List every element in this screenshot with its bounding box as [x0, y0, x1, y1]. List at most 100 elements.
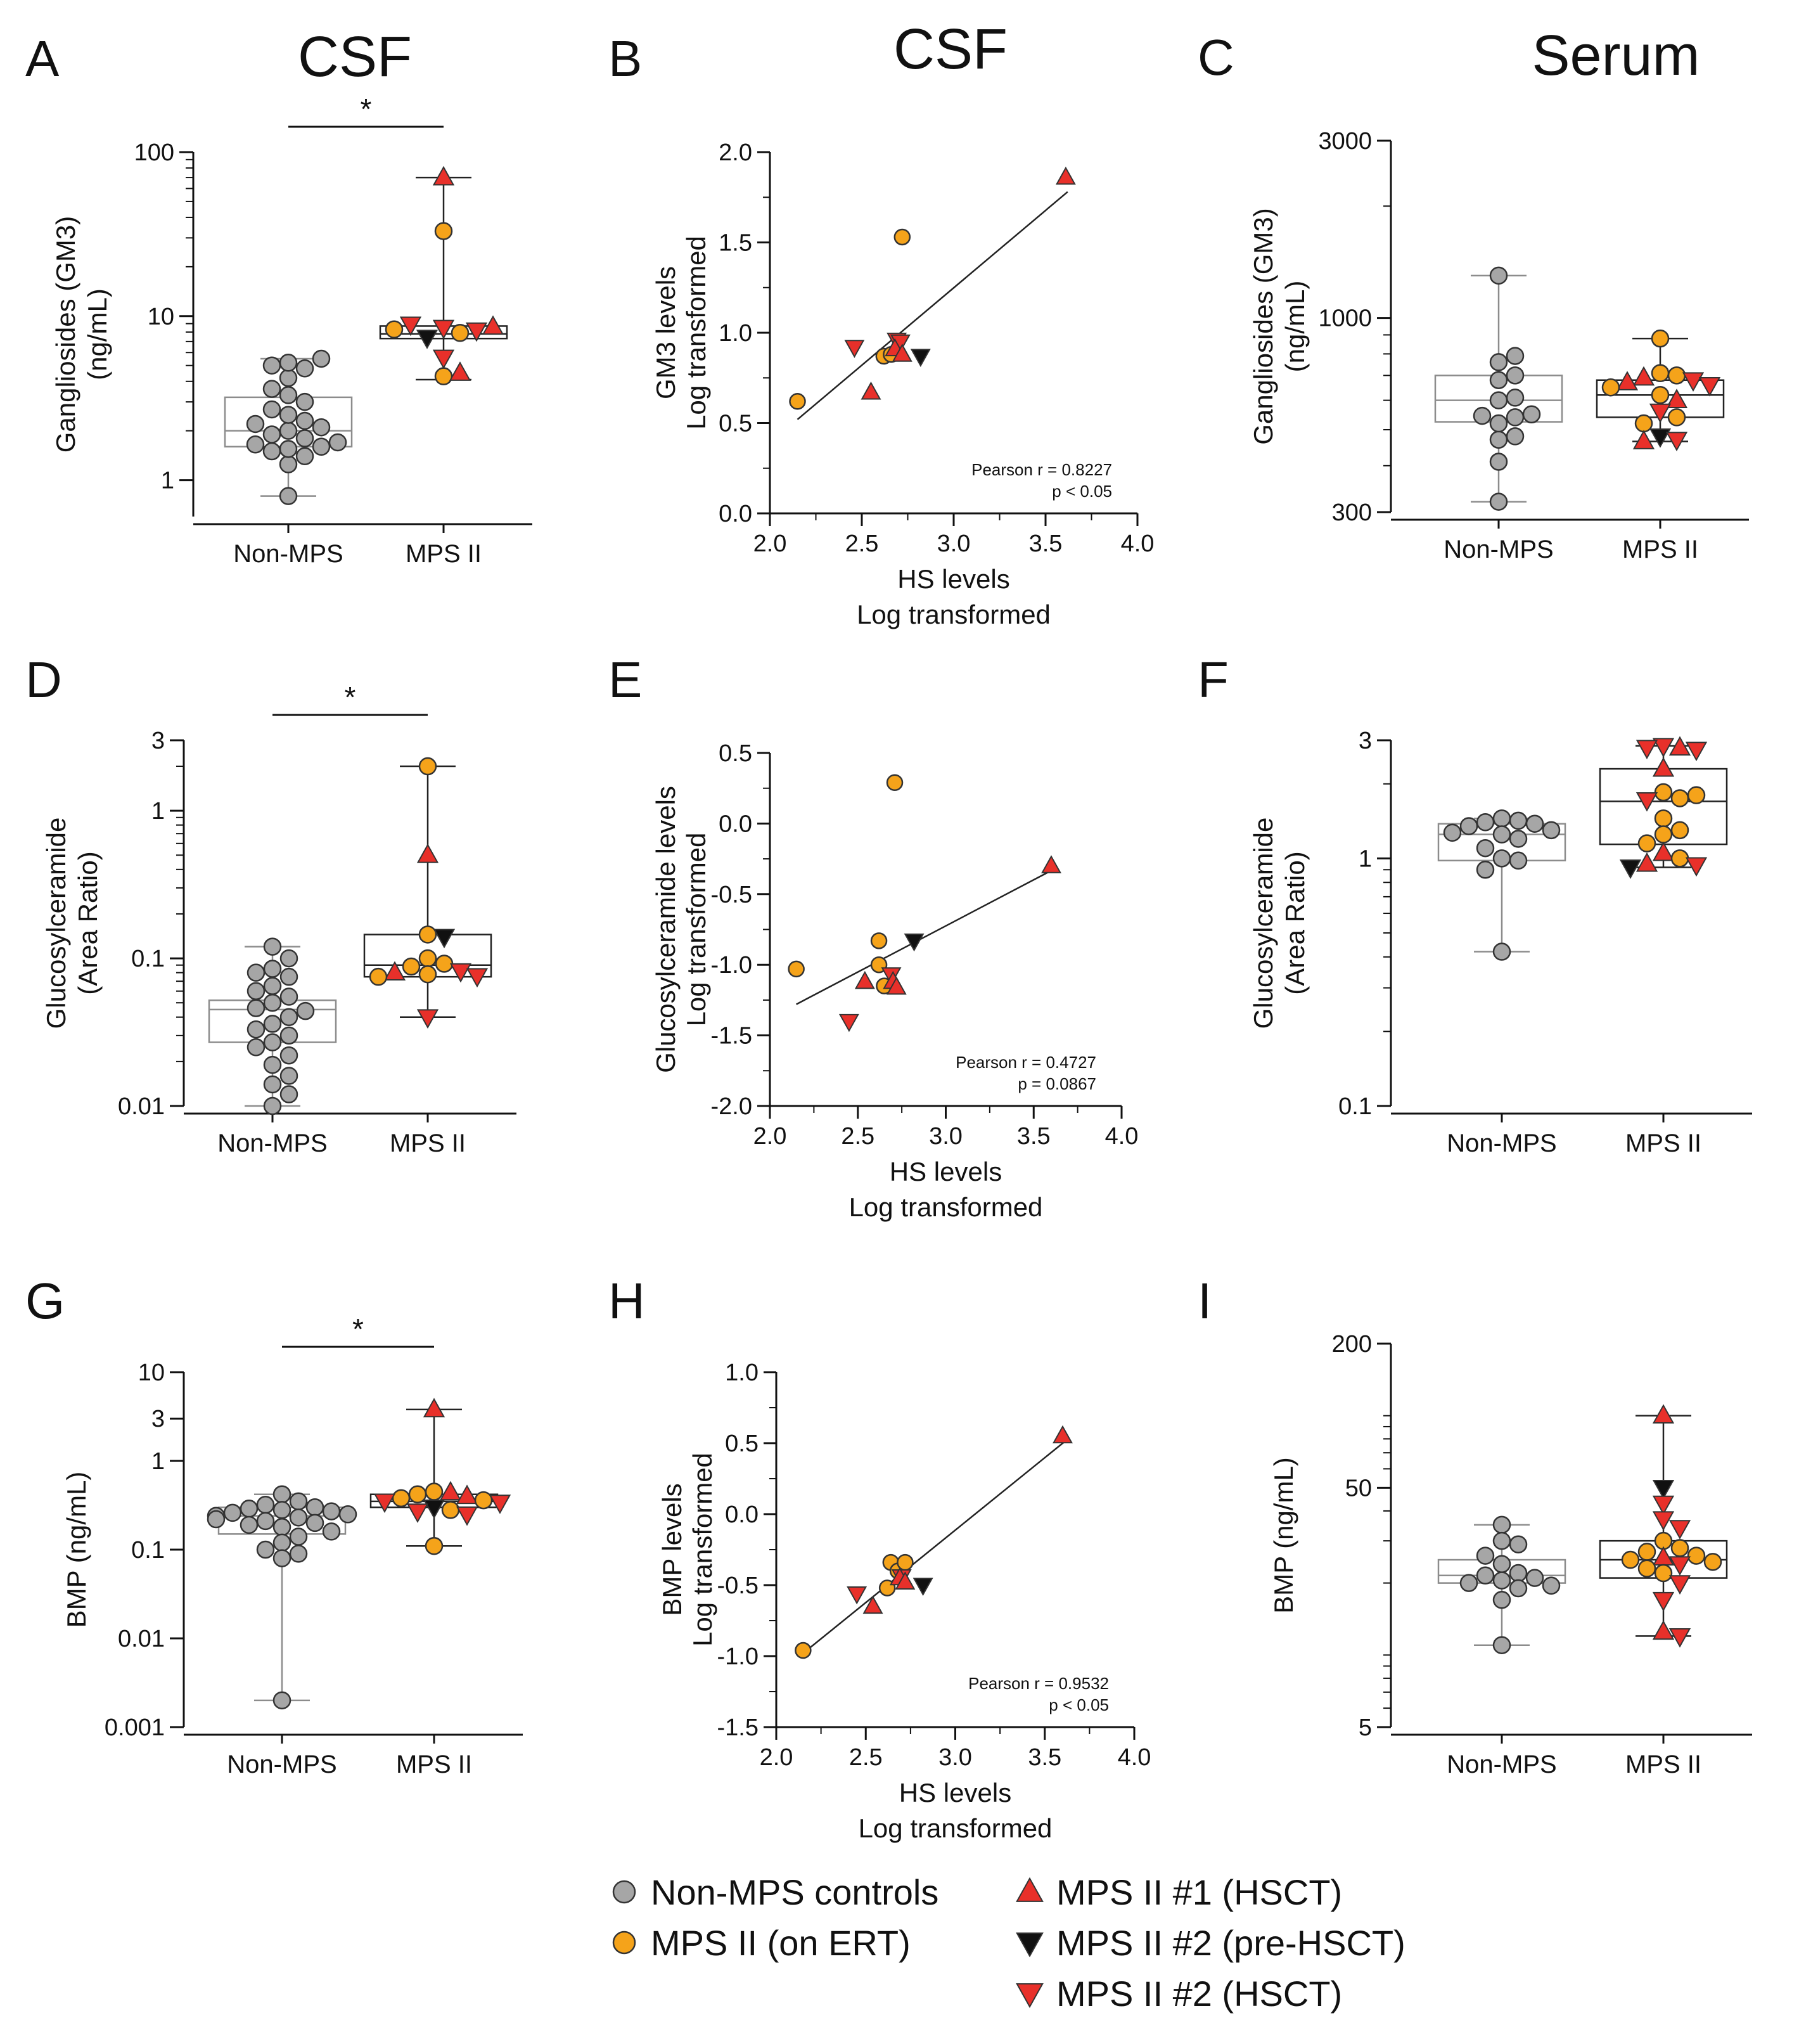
data-point: [886, 774, 904, 792]
x-tick-label-3: 3.5: [1017, 1123, 1051, 1150]
data-point: [295, 392, 314, 411]
data-point: [1667, 408, 1686, 427]
data-point: [456, 1506, 478, 1526]
data-point: [272, 1518, 291, 1536]
group-0: [1437, 1515, 1566, 1654]
data-point: [279, 487, 298, 505]
data-point: [262, 425, 281, 444]
y-tick-label-1: 0.5: [719, 411, 752, 437]
regression-line: [796, 868, 1056, 1005]
data-point: [1509, 1564, 1528, 1583]
y-tick-label-0: 1: [161, 468, 174, 494]
data-point: [904, 933, 925, 952]
x-category-label-1: MPS II: [406, 540, 482, 568]
data-point: [289, 1508, 308, 1527]
x-category-label-1: MPS II: [396, 1751, 472, 1778]
y-tick-label-2: -1.0: [711, 952, 752, 979]
data-point: [289, 1545, 308, 1563]
y-tick-label-4: 0.5: [725, 1430, 759, 1457]
data-point: [1649, 403, 1672, 423]
data-point: [408, 1485, 427, 1503]
data-point: [441, 1501, 460, 1519]
data-point: [1687, 1546, 1706, 1565]
data-point: [425, 1536, 444, 1555]
data-point: [1668, 1556, 1691, 1576]
data-point: [456, 1484, 478, 1505]
data-point: [322, 1522, 341, 1541]
data-point: [1489, 371, 1508, 389]
x-tick-label-0: 2.0: [753, 1123, 787, 1150]
regression-line: [802, 1439, 1067, 1654]
y-axis-title: Glucosylceramide: [41, 818, 71, 1029]
data-point: [305, 1514, 324, 1533]
legend-marker-p2: [1016, 1983, 1044, 2009]
data-point: [439, 1481, 462, 1501]
data-point: [1489, 453, 1508, 471]
data-point: [1652, 1495, 1675, 1515]
data-point: [433, 929, 456, 949]
x-category-label-0: Non-MPS: [1447, 1129, 1556, 1157]
data-point: [432, 165, 455, 186]
data-point: [263, 1033, 282, 1051]
data-point: [886, 976, 907, 995]
legend-label-ctrl: Non-MPS controls: [651, 1872, 938, 1912]
data-point: [305, 1498, 324, 1517]
y-tick-label-5: 1.0: [725, 1359, 759, 1386]
data-point: [1652, 841, 1675, 861]
data-point: [406, 1503, 429, 1523]
y-tick-label-3: -0.5: [711, 882, 752, 908]
data-point: [1492, 825, 1511, 844]
y-axis-title: BMP levels: [657, 1483, 687, 1616]
data-point: [207, 1510, 226, 1529]
data-point: [240, 1500, 259, 1518]
data-point: [1509, 830, 1528, 848]
y-tick-label-3: 3: [151, 728, 165, 754]
legend-label-p2: MPS II #2 (HSCT): [1056, 1974, 1342, 2014]
data-point: [847, 1586, 867, 1605]
data-point: [795, 1642, 812, 1659]
p-value-label: p = 0.0867: [1018, 1074, 1096, 1093]
x-category-label-1: MPS II: [1622, 536, 1698, 563]
x-tick-label-0: 2.0: [753, 530, 787, 557]
y-tick-label-1: 1: [1359, 845, 1372, 872]
x-category-label-0: Non-MPS: [227, 1751, 336, 1778]
data-point: [432, 349, 455, 370]
data-point: [1525, 814, 1544, 833]
data-point: [1492, 849, 1511, 868]
data-point: [788, 960, 805, 978]
y-tick-label-0: 0.1: [1338, 1093, 1372, 1120]
panel-letter-B: B: [608, 30, 642, 87]
data-point: [240, 1515, 259, 1534]
data-point: [1509, 811, 1528, 830]
legend-marker-ert: [612, 1931, 636, 1955]
y-tick-label-2: 0.1: [131, 1537, 165, 1564]
panel-F: F 0.1 1 3 Glucosylceramide (Area Ratio) Non-MP…: [1198, 652, 1752, 1157]
pearson-r-label: Pearson r = 0.4727: [956, 1053, 1096, 1072]
data-point: [1652, 738, 1675, 758]
y-tick-label-2: 1: [151, 798, 165, 825]
data-point: [1670, 1539, 1689, 1557]
y-tick-label-1: 1000: [1318, 305, 1372, 332]
significance-label: *: [352, 1313, 364, 1346]
y-axis-title: Gangliosides (GM3): [51, 216, 80, 453]
data-point: [279, 421, 298, 440]
data-point: [434, 222, 453, 240]
y-tick-label-2: 3000: [1318, 128, 1372, 155]
group-0: [1437, 809, 1566, 961]
y-tick-label-4: 2.0: [719, 139, 752, 166]
data-point: [272, 1549, 291, 1567]
data-point: [279, 1067, 298, 1085]
y-tick-label-4: 0.0: [719, 811, 752, 837]
panel-letter-G: G: [25, 1273, 65, 1329]
x-category-label-1: MPS II: [390, 1129, 466, 1157]
y-axis-title: Gangliosides (GM3): [1248, 208, 1278, 444]
panel-letter-I: I: [1198, 1273, 1212, 1329]
data-point: [295, 411, 314, 430]
data-point: [1652, 757, 1675, 777]
data-point: [1473, 406, 1492, 425]
data-point: [1489, 353, 1508, 371]
y-tick-label-2: 1.0: [719, 320, 752, 347]
data-point: [1652, 1479, 1675, 1500]
legend-item-p1: MPS II #1 (HSCT): [1016, 1872, 1342, 1912]
data-point: [312, 349, 331, 368]
